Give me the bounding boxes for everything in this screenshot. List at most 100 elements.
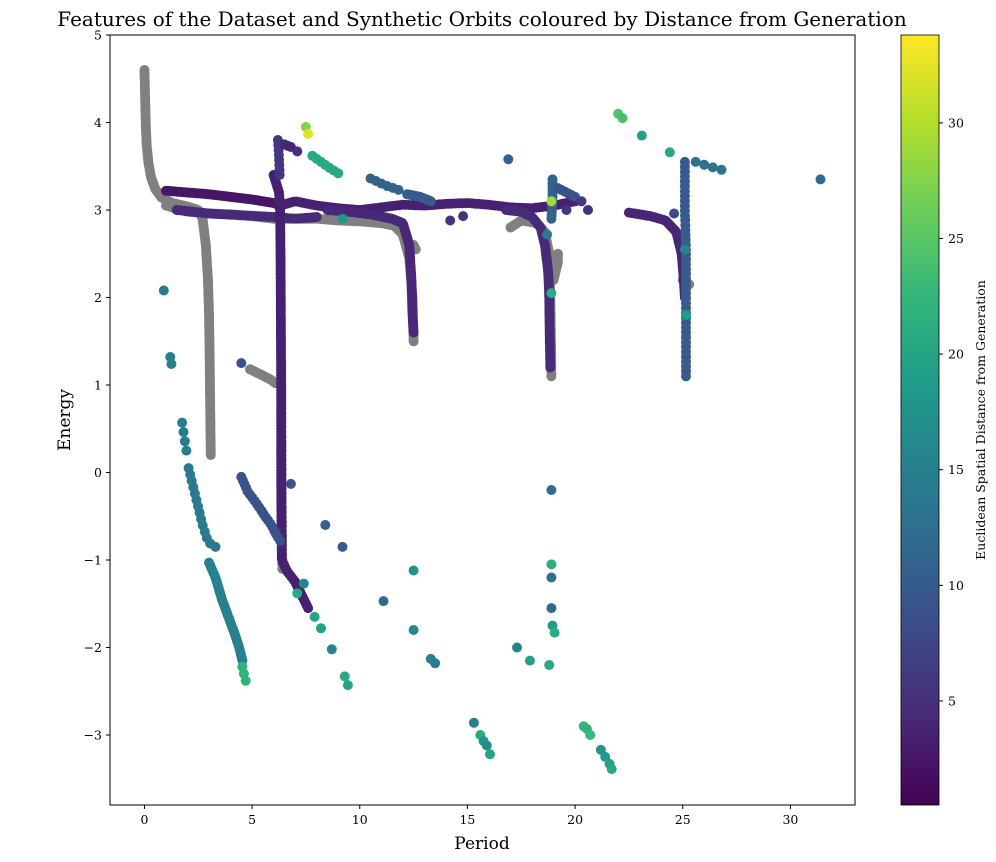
colorbar-tick-label: 30 — [948, 115, 964, 130]
x-tick-label: 25 — [675, 812, 691, 827]
y-tick-label: 4 — [94, 115, 102, 130]
synthetic-point — [179, 436, 190, 447]
synthetic-point — [815, 174, 826, 185]
synthetic-point — [561, 205, 572, 215]
x-tick-label: 15 — [459, 812, 475, 827]
synthetic-point — [544, 660, 555, 670]
x-tick-label: 30 — [782, 812, 798, 827]
colorbar-label: Euclidean Spatial Distance from Generati… — [973, 280, 988, 560]
y-tick-label: −1 — [84, 553, 102, 568]
synthetic-point — [342, 680, 353, 691]
x-tick-label: 5 — [248, 812, 256, 827]
colorbar-tick-label: 20 — [948, 347, 964, 362]
colorbar-tick-label: 25 — [948, 231, 964, 246]
synthetic-point — [292, 146, 303, 157]
dataset-point — [205, 450, 216, 460]
synthetic-point — [512, 642, 522, 653]
synthetic-point — [503, 154, 514, 165]
x-axis-label: Period — [454, 834, 510, 854]
synthetic-point — [636, 130, 647, 141]
synthetic-point — [158, 285, 169, 296]
colorbar-tick-label: 15 — [948, 462, 964, 477]
dataset-point — [546, 371, 557, 382]
synthetic-point — [316, 623, 326, 634]
synthetic-point — [545, 362, 556, 373]
y-tick-label: −2 — [84, 640, 102, 655]
synthetic-point — [681, 371, 691, 382]
synthetic-point — [481, 740, 492, 751]
synthetic-point — [210, 541, 221, 552]
synthetic-point — [716, 164, 727, 175]
y-tick-label: −3 — [84, 728, 102, 743]
colorbar: 5 10 15 20 25 30 — [900, 34, 964, 806]
synthetic-point — [181, 445, 192, 456]
synthetic-point — [485, 749, 495, 760]
synthetic-point — [240, 675, 251, 686]
synthetic-point — [669, 208, 680, 219]
synthetic-point — [333, 168, 344, 179]
x-tick-label: 0 — [140, 812, 148, 827]
x-tick-label: 20 — [567, 812, 583, 827]
synthetic-point — [292, 588, 303, 599]
plot-area — [139, 65, 826, 775]
synthetic-point — [690, 156, 701, 167]
synthetic-point — [546, 603, 557, 614]
synthetic-point — [707, 162, 718, 173]
synthetic-point — [679, 244, 690, 255]
y-tick-label: 0 — [94, 465, 102, 480]
synthetic-point — [699, 159, 710, 170]
synthetic-point — [542, 229, 553, 240]
synthetic-point — [524, 655, 535, 666]
synthetic-point — [445, 215, 456, 226]
synthetic-point — [576, 196, 587, 207]
synthetic-point — [546, 559, 557, 570]
x-axis: 0 5 10 15 20 25 30 — [140, 805, 798, 827]
y-axis-label: Energy — [55, 389, 75, 451]
y-tick-label: 3 — [94, 203, 102, 218]
synthetic-point — [393, 184, 404, 195]
colorbar-tick-label: 10 — [948, 578, 964, 593]
synthetic-point — [337, 541, 348, 552]
colorbar-tick-label: 5 — [948, 693, 956, 708]
y-tick-label: 1 — [94, 378, 102, 393]
synthetic-point — [583, 205, 593, 215]
synthetic-point — [298, 578, 309, 589]
x-tick-label: 10 — [352, 812, 368, 827]
synthetic-point — [549, 627, 560, 638]
synthetic-point — [178, 427, 189, 437]
chart-title: Features of the Dataset and Synthetic Or… — [57, 7, 907, 31]
synthetic-point — [408, 625, 419, 635]
synthetic-point — [430, 658, 441, 669]
synthetic-point — [320, 520, 331, 530]
synthetic-point — [274, 170, 285, 180]
synthetic-point — [681, 310, 691, 320]
synthetic-point — [546, 196, 557, 207]
synthetic-point — [337, 213, 348, 224]
synthetic-point — [303, 603, 314, 614]
synthetic-point — [546, 213, 557, 224]
dataset-point — [552, 248, 563, 259]
y-tick-label: 5 — [94, 28, 102, 43]
synthetic-point — [309, 611, 320, 622]
synthetic-point — [425, 196, 436, 207]
synthetic-point — [546, 572, 557, 583]
axes-frame — [109, 34, 856, 806]
y-axis: −3 −2 −1 0 1 2 3 4 5 — [84, 28, 110, 743]
synthetic-point — [236, 358, 247, 369]
synthetic-point — [275, 535, 286, 546]
synthetic-point — [468, 717, 479, 728]
y-tick-label: 2 — [94, 290, 102, 305]
synthetic-point — [339, 671, 350, 682]
synthetic-point — [378, 596, 389, 607]
synthetic-point — [606, 764, 617, 775]
synthetic-point — [177, 417, 188, 428]
synthetic-point — [326, 644, 337, 655]
colorbar-gradient — [900, 34, 940, 806]
synthetic-point — [546, 485, 557, 495]
synthetic-point — [408, 565, 419, 576]
synthetic-point — [664, 147, 675, 158]
synthetic-point — [585, 730, 596, 740]
synthetic-point — [408, 327, 419, 338]
